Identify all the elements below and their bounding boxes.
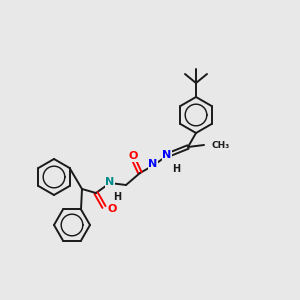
- Text: H: H: [113, 192, 121, 202]
- Text: N: N: [105, 177, 115, 187]
- Text: CH₃: CH₃: [212, 140, 230, 149]
- Text: H: H: [172, 164, 180, 174]
- Text: N: N: [148, 159, 158, 169]
- Text: N: N: [162, 150, 172, 160]
- Text: O: O: [108, 204, 117, 214]
- Text: O: O: [128, 151, 138, 161]
